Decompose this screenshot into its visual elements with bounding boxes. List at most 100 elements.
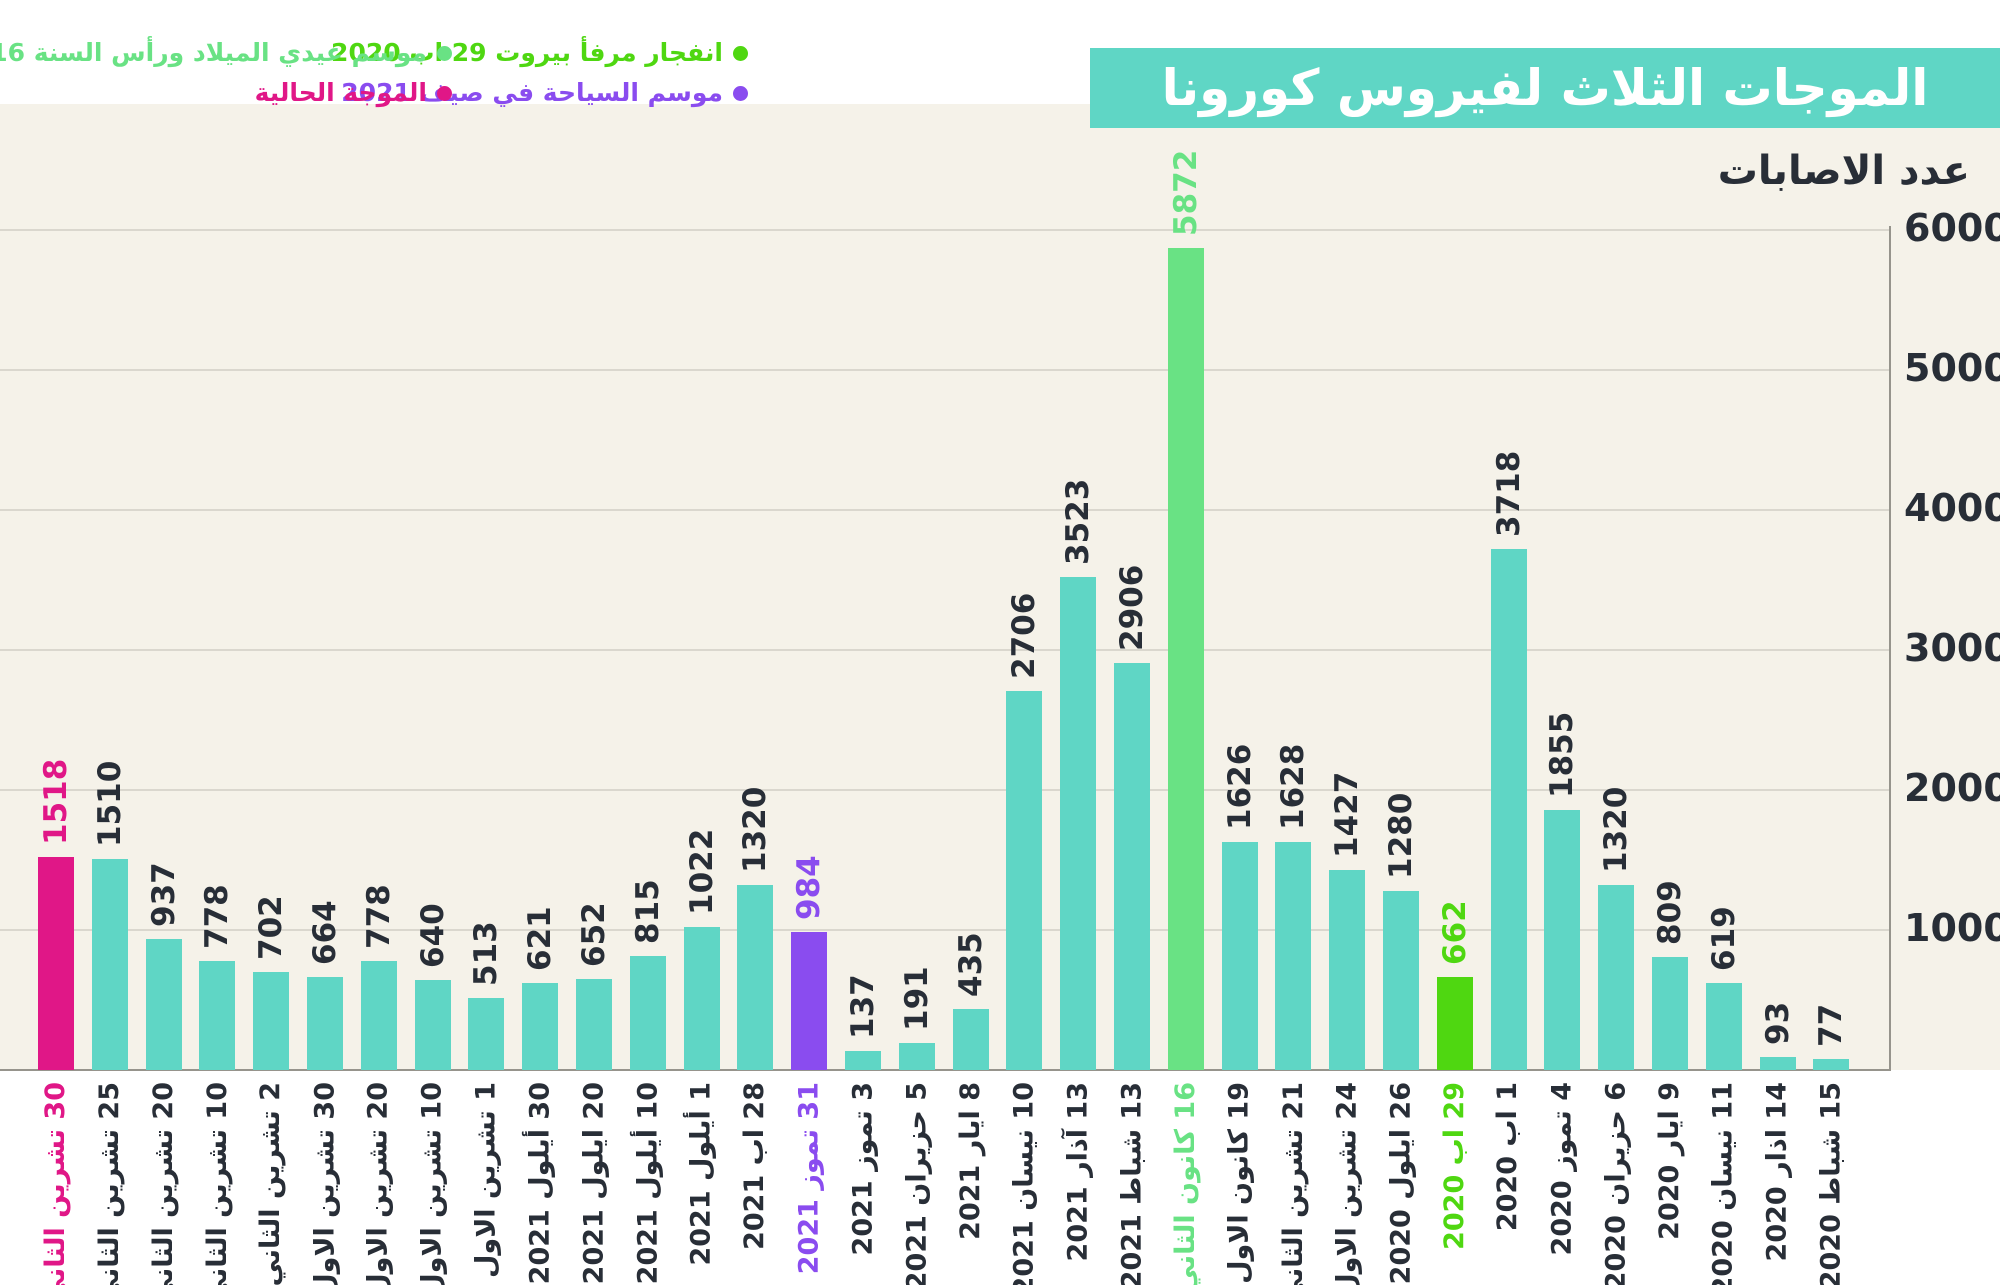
bar-date-label-17: 8 ايار 2021 <box>954 1082 986 1240</box>
bar-value-label-18: 2706 <box>1006 592 1043 680</box>
bar-date-label-10: 20 ايلول 2021 <box>578 1082 609 1285</box>
y-tick-1000: 1000 <box>1904 906 2000 950</box>
bar-6 <box>360 961 397 1070</box>
bar-date-label-7: 10 تشرين الاول 2021 <box>416 1082 448 1285</box>
bar-value-label-21: 5872 <box>1167 149 1204 236</box>
bar-value-label-29: 1320 <box>1598 786 1635 874</box>
bar-value-label-10: 652 <box>576 902 612 967</box>
bar-value-label-33: 77 <box>1813 1004 1850 1048</box>
bar-value-label-0: 1518 <box>38 759 74 846</box>
bar-date-label-32: 14 اذار 2020 <box>1761 1082 1793 1262</box>
x-axis-baseline <box>0 1069 1890 1071</box>
gridline-6000 <box>0 229 1890 231</box>
bar-date-label-24: 24 تشرين الاول 2020 <box>1331 1082 1363 1285</box>
legend-item-tourism-season: موسم السياحة في صيف 2021 <box>341 76 748 110</box>
bar-date-label-31: 11 نيسان 2020 <box>1707 1082 1739 1285</box>
bar-33 <box>1813 1059 1850 1070</box>
bar-value-label-19: 3523 <box>1060 478 1097 565</box>
bar-date-label-6: 20 تشرين الاول 2021 <box>362 1082 394 1285</box>
gridline-3000 <box>0 649 1890 651</box>
bar-1 <box>91 858 128 1070</box>
bar-value-label-17: 435 <box>952 932 989 998</box>
bar-value-label-28: 1855 <box>1544 712 1581 799</box>
bar-date-label-26: 29 اب 2020 <box>1438 1082 1470 1250</box>
bar-date-label-3: 10 تشرين الثاني 2021 <box>201 1082 233 1285</box>
bar-date-label-28: 4 تموز 2020 <box>1546 1082 1578 1256</box>
bar-date-label-16: 5 حزيران 2021 <box>900 1082 932 1285</box>
bar-date-label-11: 10 أيلول 2021 <box>631 1082 663 1285</box>
bar-16 <box>898 1043 935 1070</box>
bar-15 <box>845 1050 881 1070</box>
bar-27 <box>1490 549 1527 1070</box>
bar-date-label-21: 16 كانون الثاني 2021 <box>1169 1082 1201 1285</box>
bar-value-label-24: 1427 <box>1329 771 1366 859</box>
bar-24 <box>1329 870 1366 1070</box>
y-tick-4000: 4000 <box>1904 486 2000 530</box>
bar-value-label-31: 619 <box>1705 906 1742 972</box>
gridline-1000 <box>0 929 1890 931</box>
bar-date-label-22: 19 كانون الاول 2020 <box>1223 1082 1255 1285</box>
bar-20 <box>1114 663 1150 1070</box>
bar-date-label-19: 13 آذار 2021 <box>1062 1082 1094 1262</box>
bar-value-label-30: 809 <box>1652 880 1688 945</box>
bar-value-label-13: 1320 <box>737 786 774 874</box>
legend-dot-tourism-season <box>733 85 748 101</box>
y-tick-6000: 6000 <box>1904 206 2000 250</box>
bar-19 <box>1060 576 1097 1070</box>
bar-value-label-22: 1626 <box>1221 744 1258 831</box>
bar-date-label-20: 13 شباط 2021 <box>1116 1082 1147 1285</box>
bar-date-label-25: 26 ايلول 2020 <box>1385 1082 1416 1285</box>
bar-date-label-30: 9 ايار 2020 <box>1654 1082 1685 1240</box>
bar-date-label-18: 10 نيسان 2021 <box>1008 1082 1040 1285</box>
bar-7 <box>414 980 451 1070</box>
bar-value-label-5: 664 <box>307 900 343 966</box>
bar-28 <box>1544 810 1581 1070</box>
bar-date-label-4: 2 تشرين الثاني 2021 <box>255 1082 287 1285</box>
y-tick-3000: 3000 <box>1904 626 2000 670</box>
legend-dot-holidays-season <box>437 45 452 61</box>
bar-value-label-4: 702 <box>253 895 290 960</box>
bar-value-label-3: 778 <box>199 884 236 950</box>
y-axis-line <box>1889 226 1891 1071</box>
title-banner: الموجات الثلاث لفيروس كورونا <box>1090 48 2000 128</box>
y-axis-title: عدد الاصابات <box>1717 148 1970 194</box>
bar-23 <box>1275 842 1312 1070</box>
bar-21 <box>1167 247 1204 1070</box>
legend-label-current-wave: الموجة الحالية <box>254 78 427 107</box>
legend-item-holidays-season: موسم عيدي الميلاد ورأس السنة 16 كانون ال… <box>0 36 452 70</box>
bar-date-label-1: 25 تشرين الثاني 2021 <box>93 1082 125 1285</box>
bar-value-label-9: 621 <box>522 906 559 972</box>
bar-17 <box>952 1009 989 1070</box>
bar-25 <box>1383 890 1419 1070</box>
y-tick-2000: 2000 <box>1904 766 2000 810</box>
y-tick-5000: 5000 <box>1904 346 2000 390</box>
bar-value-label-26: 662 <box>1436 900 1473 966</box>
bar-date-label-2: 20 تشرين الثاني 2021 <box>147 1082 179 1285</box>
bar-value-label-6: 778 <box>360 884 397 950</box>
bar-value-label-27: 3718 <box>1490 451 1527 538</box>
legend-dot-port-explosion <box>733 45 748 61</box>
bar-date-label-5: 30 تشرين الاول 2021 <box>309 1082 340 1285</box>
bar-date-label-9: 30 أيلول 2021 <box>524 1082 556 1285</box>
chart-background <box>0 104 2000 1070</box>
bar-9 <box>522 983 559 1070</box>
bar-30 <box>1652 956 1688 1070</box>
bar-value-label-1: 1510 <box>91 760 128 847</box>
bar-13 <box>737 885 774 1070</box>
gridline-4000 <box>0 509 1890 511</box>
bar-date-label-14: 31 تموز 2021 <box>793 1082 825 1275</box>
bar-date-label-23: 21 تشرين الثاني 2020 <box>1277 1082 1309 1285</box>
bar-18 <box>1006 691 1043 1070</box>
bar-value-label-15: 137 <box>845 974 881 1039</box>
bar-32 <box>1759 1056 1796 1070</box>
bar-value-label-20: 2906 <box>1114 564 1150 652</box>
bar-12 <box>683 926 720 1070</box>
bar-31 <box>1705 983 1742 1070</box>
bar-14 <box>791 932 828 1070</box>
bar-value-label-25: 1280 <box>1383 792 1419 879</box>
bar-date-label-12: 1 أيلول 2021 <box>685 1082 717 1266</box>
bar-10 <box>576 978 612 1070</box>
bar-22 <box>1221 842 1258 1070</box>
bar-date-label-0: 30 تشرين الثاني 2021 <box>40 1082 71 1285</box>
